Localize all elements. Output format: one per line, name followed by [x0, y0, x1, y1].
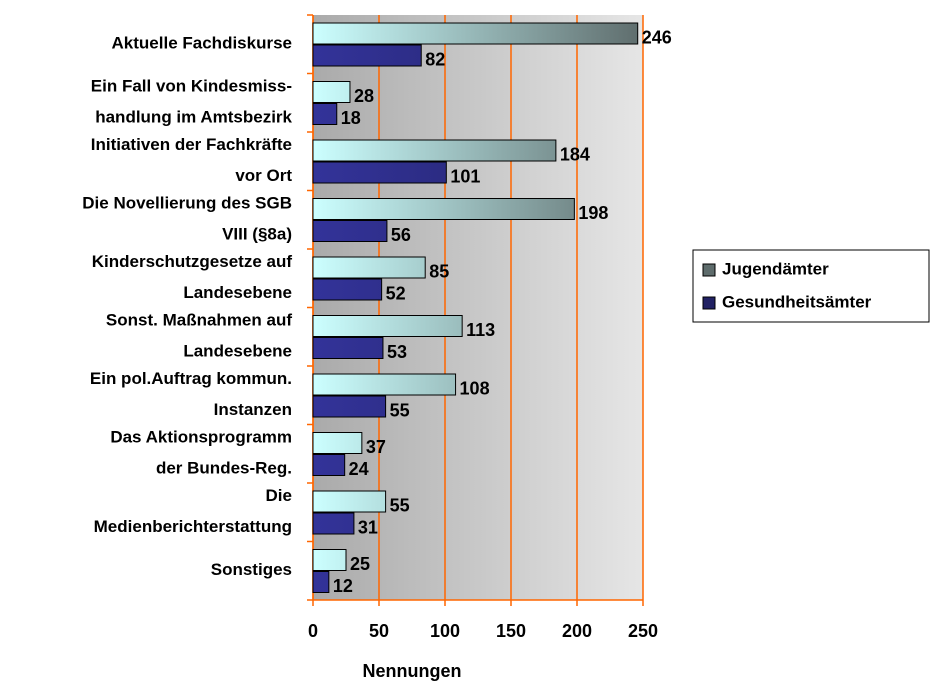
y-tick-label: Ein pol.Auftrag kommun. Instanzen: [90, 369, 292, 419]
y-tick-label: Aktuelle Fachdiskurse: [112, 34, 292, 53]
x-tick-label: 150: [496, 621, 526, 641]
y-tick-label: Sonst. Maßnahmen auf Landesebene: [106, 311, 292, 361]
data-label: 52: [386, 283, 406, 303]
bar: [312, 22, 639, 45]
data-label: 82: [425, 49, 445, 69]
bar: [312, 139, 557, 162]
bar: [312, 454, 346, 476]
data-label: 53: [387, 342, 407, 362]
x-axis-title: Nennungen: [363, 661, 462, 681]
bar: [312, 549, 347, 571]
data-label: 25: [350, 554, 370, 574]
data-label: 56: [391, 225, 411, 245]
data-label: 24: [349, 459, 369, 479]
x-tick-label: 0: [308, 621, 318, 641]
bar: [312, 161, 447, 184]
data-label: 55: [390, 400, 410, 420]
legend-label: Jugendämter: [722, 259, 829, 278]
legend-label: Gesundheitsämter: [722, 292, 872, 311]
legend-swatch: [702, 296, 716, 310]
data-label: 184: [560, 144, 590, 164]
data-label: 28: [354, 86, 374, 106]
bar: [312, 44, 422, 67]
y-tick-label: Das Aktionsprogramm der Bundes-Reg.: [110, 428, 292, 478]
bar: [312, 432, 363, 454]
data-label: 108: [460, 378, 490, 398]
data-label: 31: [358, 517, 378, 537]
legend-box: [692, 249, 930, 323]
x-tick-label: 200: [562, 621, 592, 641]
data-label: 246: [642, 27, 672, 47]
y-tick-label: Die Novellierung des SGB VIII (§8a): [82, 194, 292, 244]
x-tick-label: 50: [369, 621, 389, 641]
bar: [312, 81, 351, 103]
bar: [312, 256, 426, 279]
y-tick-label: Die Medienberichterstattung: [94, 486, 292, 536]
data-label: 85: [429, 261, 449, 281]
bar: [312, 220, 388, 242]
bar: [312, 512, 355, 535]
bar: [312, 315, 463, 337]
bar: [312, 490, 387, 513]
data-label: 113: [466, 320, 495, 340]
x-tick-label: 250: [628, 621, 658, 641]
bar: [312, 278, 383, 301]
data-label: 37: [366, 437, 386, 457]
bar: [312, 571, 330, 593]
y-tick-label: Ein Fall von Kindesmiss-handlung im Amts…: [91, 77, 293, 127]
y-tick-label: Kinderschutzgesetze auf Landesebene: [92, 252, 293, 302]
data-label: 198: [578, 203, 608, 223]
y-tick-label: Initiativen der Fachkräfte vor Ort: [91, 135, 293, 185]
y-tick-label: Sonstiges: [211, 560, 292, 579]
data-label: 12: [333, 576, 353, 596]
bar: [312, 395, 387, 418]
bar: [312, 198, 575, 220]
data-label: 101: [450, 166, 480, 186]
bar: [312, 373, 457, 396]
legend-swatch: [702, 263, 716, 277]
bar: [312, 103, 338, 125]
x-tick-label: 100: [430, 621, 460, 641]
data-label: 18: [341, 108, 361, 128]
data-label: 55: [390, 495, 410, 515]
bar: [312, 337, 384, 359]
